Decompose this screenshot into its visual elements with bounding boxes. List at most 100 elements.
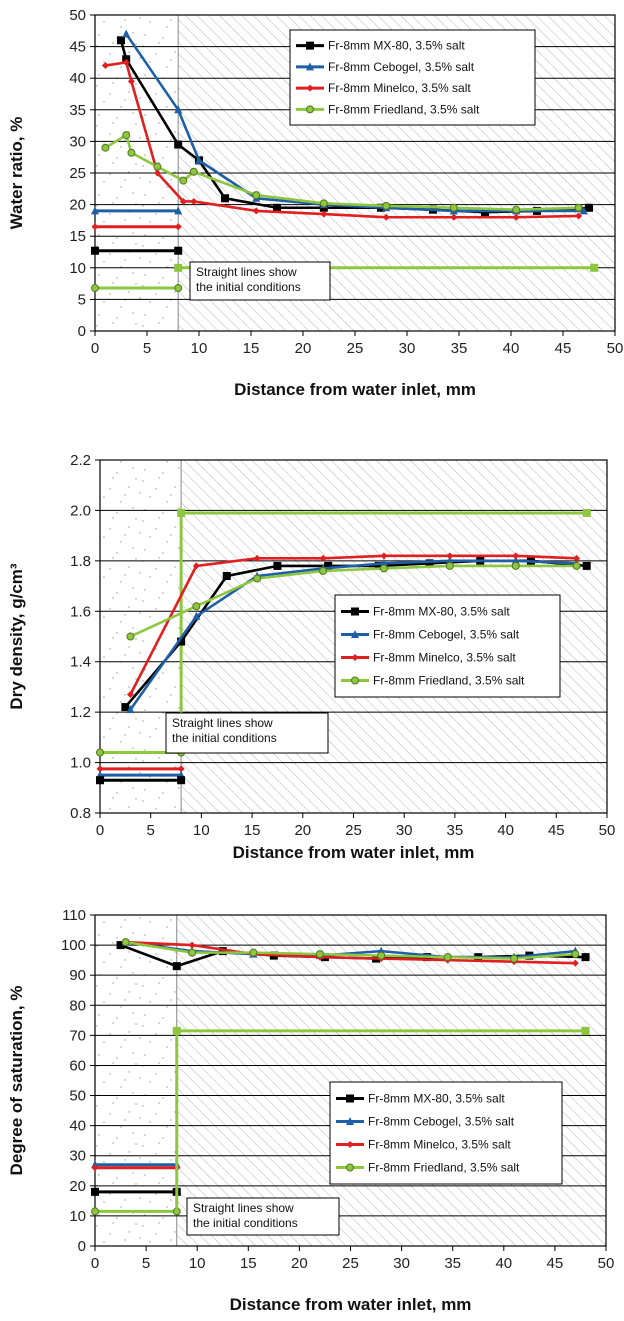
- data-point: [192, 562, 200, 570]
- data-point: [573, 554, 581, 562]
- series-line: [105, 61, 579, 219]
- x-tick-label: 0: [91, 1255, 99, 1272]
- y-tick-label: 0: [78, 323, 86, 340]
- series-line: [129, 559, 577, 711]
- data-point: [127, 77, 135, 85]
- legend-item: Fr-8mm MX-80, 3.5% salt: [336, 1092, 505, 1106]
- x-tick-label: 10: [191, 340, 208, 357]
- y-tick-label: 45: [69, 39, 86, 56]
- legend-label: Fr-8mm Friedland, 3.5% salt: [328, 102, 480, 116]
- plot-frame: [99, 459, 608, 814]
- initial-condition-point: [172, 1026, 181, 1035]
- data-point: [174, 105, 183, 114]
- initial-condition-point: [177, 776, 186, 785]
- data-point: [449, 203, 458, 212]
- x-tick-label: 40: [495, 1255, 512, 1272]
- x-tick-label: 15: [244, 822, 261, 839]
- data-point: [585, 203, 593, 212]
- data-point: [221, 194, 229, 203]
- initial-condition-line: [91, 223, 182, 231]
- data-point: [253, 554, 261, 562]
- x-tick-label: 50: [599, 822, 616, 839]
- data-point: [273, 203, 281, 212]
- y-tick-label: 0: [78, 1238, 86, 1255]
- initial-condition-point: [91, 1187, 99, 1196]
- legend-item: Fr-8mm Cebogel, 3.5% salt: [296, 60, 475, 74]
- plot-frame: [94, 14, 616, 332]
- legend: Fr-8mm MX-80, 3.5% salt Fr-8mm Cebogel, 3…: [334, 594, 561, 698]
- y-tick-label: 30: [69, 133, 86, 150]
- data-point: [445, 556, 454, 565]
- x-tick-label: 45: [548, 822, 565, 839]
- x-tick-label: 35: [447, 822, 464, 839]
- y-tick-label: 25: [69, 165, 86, 182]
- y-tick-label: 10: [69, 1208, 86, 1225]
- data-point: [450, 213, 458, 221]
- legend-item: Fr-8mm Minelco, 3.5% salt: [296, 81, 471, 95]
- y-tick-label: 1.4: [70, 654, 91, 671]
- initial-condition-point: [96, 776, 104, 785]
- data-point: [380, 552, 388, 560]
- legend-item: Fr-8mm Cebogel, 3.5% salt: [336, 1115, 515, 1129]
- series-minelco: [101, 58, 583, 221]
- y-tick-label: 15: [69, 228, 86, 245]
- data-point: [172, 962, 181, 971]
- initial-condition-line: [91, 246, 183, 255]
- legend-label: Fr-8mm Cebogel, 3.5% salt: [328, 60, 475, 74]
- y-tick-label: 2.0: [70, 502, 91, 519]
- x-tick-label: 25: [345, 822, 362, 839]
- data-point: [382, 213, 390, 221]
- data-point: [510, 954, 519, 963]
- x-tick-label: 30: [393, 1255, 410, 1272]
- data-point: [377, 951, 386, 960]
- data-point: [446, 552, 454, 560]
- legend-marker: [346, 1094, 354, 1103]
- x-axis-title: Distance from water inlet, mm: [230, 1295, 472, 1314]
- data-point: [319, 566, 328, 575]
- initial-condition-point: [91, 284, 99, 293]
- legend-marker: [346, 1163, 354, 1172]
- data-point: [443, 953, 452, 962]
- data-point: [101, 143, 110, 152]
- data-point: [222, 571, 231, 580]
- note-line: Straight lines show: [196, 265, 297, 279]
- data-point: [174, 140, 183, 149]
- data-point: [122, 131, 131, 140]
- x-tick-label: 20: [294, 822, 311, 839]
- x-tick-label: 0: [96, 822, 104, 839]
- data-point: [192, 602, 201, 611]
- plot-frame: [94, 914, 607, 1247]
- data-point: [512, 552, 520, 560]
- initial-condition-line: [91, 206, 183, 215]
- initial-condition-point: [174, 263, 183, 272]
- data-point: [195, 155, 203, 164]
- x-tick-label: 0: [91, 340, 99, 357]
- initial-condition-line: [96, 765, 185, 773]
- data-point: [319, 199, 328, 208]
- legend-marker: [306, 84, 314, 92]
- y-tick-label: 10: [69, 260, 86, 277]
- data-point: [179, 176, 188, 185]
- series-line: [129, 564, 577, 638]
- legend-item: Fr-8mm MX-80, 3.5% salt: [296, 39, 465, 53]
- legend-label: Fr-8mm MX-80, 3.5% salt: [368, 1092, 505, 1106]
- series-line: [125, 940, 576, 960]
- x-tick-label: 10: [189, 1255, 206, 1272]
- data-point: [126, 690, 134, 698]
- x-axis-title: Distance from water inlet, mm: [234, 380, 476, 399]
- legend-label: Fr-8mm Friedland, 3.5% salt: [373, 674, 525, 688]
- initial-condition-point: [177, 508, 186, 517]
- note-line: the initial conditions: [193, 1216, 298, 1230]
- note-line: Straight lines show: [172, 716, 273, 730]
- x-tick-label: 40: [497, 822, 514, 839]
- y-tick-label: 100: [61, 937, 86, 954]
- data-point: [315, 950, 324, 959]
- series-minelco: [126, 552, 581, 698]
- legend-label: Fr-8mm Minelco, 3.5% salt: [373, 651, 516, 665]
- note-line: Straight lines show: [193, 1201, 294, 1215]
- legend-marker: [346, 1141, 354, 1148]
- y-tick-label: 20: [69, 197, 86, 214]
- x-tick-label: 35: [451, 340, 468, 357]
- y-tick-label: 1.0: [70, 755, 91, 772]
